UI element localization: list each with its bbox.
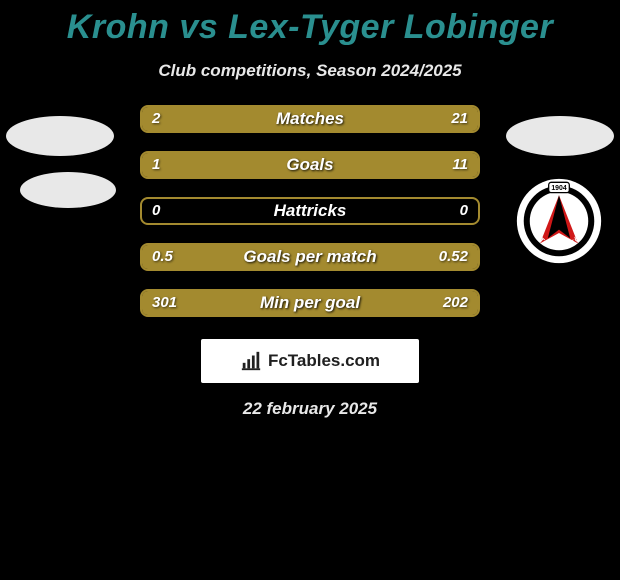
stat-bar-track	[140, 105, 480, 133]
stat-bar-fill-right	[307, 245, 478, 269]
stat-bar-track	[140, 197, 480, 225]
brand-logo: FcTables.com	[201, 339, 419, 383]
stat-bar-fill-right	[169, 153, 478, 177]
stat-row: Min per goal301202	[140, 289, 480, 317]
date-label: 22 february 2025	[0, 399, 620, 419]
page-subtitle: Club competitions, Season 2024/2025	[0, 61, 620, 81]
stat-bar-fill-left	[142, 107, 172, 131]
stat-row: Goals per match0.50.52	[140, 243, 480, 271]
bar-chart-icon	[240, 350, 262, 372]
stat-row: Matches221	[140, 105, 480, 133]
stat-bar-fill-right	[344, 291, 478, 315]
stat-bar-fill-right	[172, 107, 478, 131]
stat-row: Hattricks00	[140, 197, 480, 225]
stat-bar-track	[140, 151, 480, 179]
page-title: Krohn vs Lex-Tyger Lobinger	[0, 0, 620, 47]
brand-text: FcTables.com	[268, 351, 380, 371]
stat-bar-track	[140, 289, 480, 317]
stat-bar-track	[140, 243, 480, 271]
stat-row: Goals111	[140, 151, 480, 179]
stats-area: Matches221 Goals111 Hattricks00 Goals per m…	[0, 105, 620, 317]
stat-bar-fill-left	[142, 291, 344, 315]
stat-bar-fill-left	[142, 153, 169, 177]
stat-bar-fill-left	[142, 245, 307, 269]
